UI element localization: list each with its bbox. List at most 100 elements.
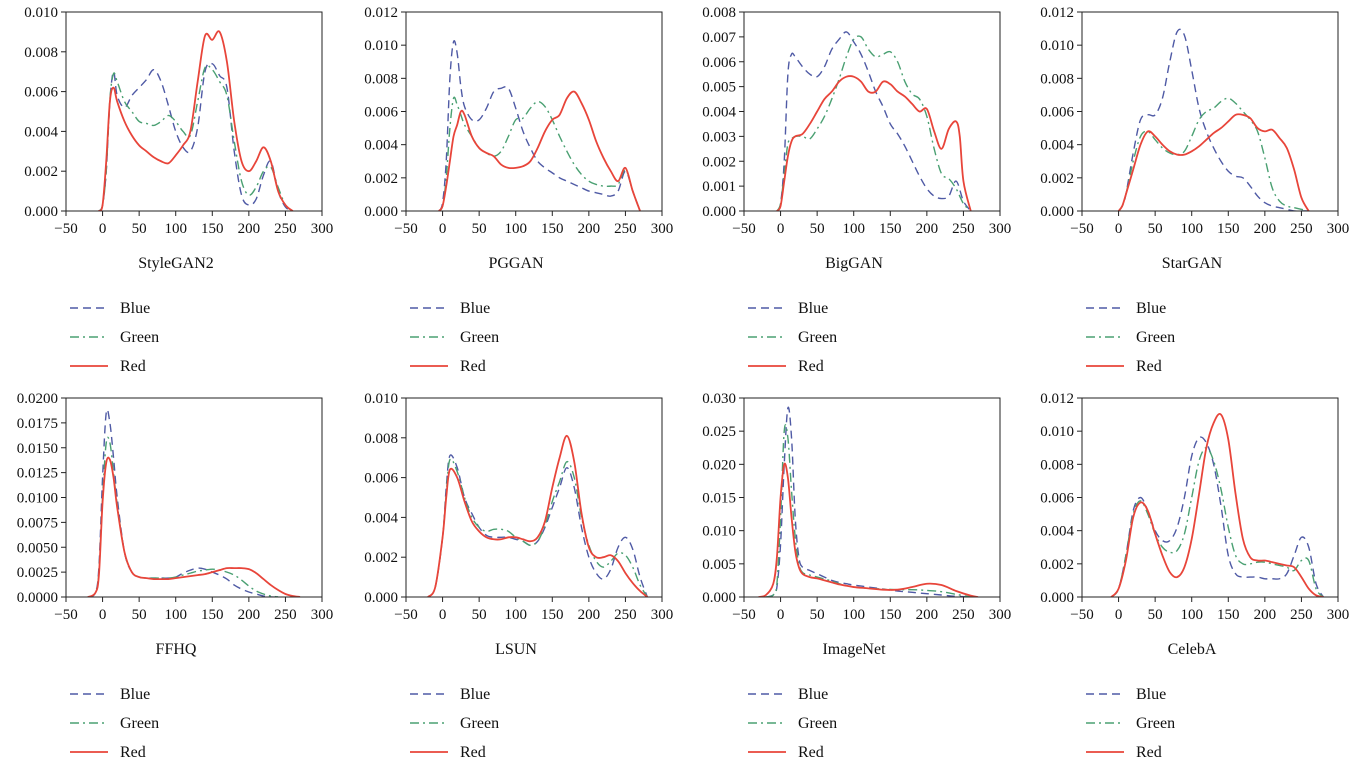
legend-label-blue: Blue <box>460 686 490 703</box>
x-tick-label: −50 <box>732 607 755 623</box>
y-tick-label: 0.012 <box>1040 5 1074 21</box>
y-tick-label: 0.010 <box>1040 424 1074 440</box>
x-tick-label: 150 <box>201 607 224 623</box>
y-tick-label: 0.006 <box>1040 491 1074 507</box>
x-tick-label: 100 <box>1180 221 1203 237</box>
y-tick-label: 0.030 <box>702 391 736 407</box>
x-tick-label: 100 <box>1180 607 1203 623</box>
panel-pggan: −50 0 50 100 150 200 250 300 0.000 0.002 0.004 0.00… <box>364 5 673 375</box>
y-tick-label: 0.000 <box>364 204 398 220</box>
x-tick-label: 100 <box>164 607 187 623</box>
y-tick-label: 0.006 <box>1040 105 1074 121</box>
x-tick-label: 50 <box>1148 221 1163 237</box>
y-tick-label: 0.0125 <box>17 466 58 482</box>
y-tick-label: 0.006 <box>364 471 398 487</box>
y-tick-label: 0.0175 <box>17 416 58 432</box>
series-line-blue <box>98 62 294 211</box>
series-line-green <box>776 35 972 211</box>
x-tick-label: −50 <box>394 607 417 623</box>
panel-label: CelebA <box>1168 641 1217 658</box>
legend-label-red: Red <box>460 744 486 761</box>
x-tick-label: 250 <box>1290 221 1313 237</box>
x-tick-label: 100 <box>504 221 527 237</box>
y-tick-label: 0.008 <box>24 45 58 61</box>
x-tick-label: 250 <box>1290 607 1313 623</box>
plot-frame <box>1081 397 1339 598</box>
legend-label-red: Red <box>1136 744 1162 761</box>
x-tick-label: 300 <box>989 607 1012 623</box>
x-tick-label: 250 <box>274 221 297 237</box>
x-tick-label: 0 <box>99 607 107 623</box>
x-tick-label: 250 <box>274 607 297 623</box>
series-line-red <box>87 456 301 597</box>
plot-frame <box>405 397 663 598</box>
plot-frame <box>65 11 323 212</box>
series-line-red <box>1117 113 1310 211</box>
legend-label-green: Green <box>120 715 159 732</box>
legend-label-green: Green <box>460 715 499 732</box>
x-tick-label: 0 <box>439 221 447 237</box>
series-line-green <box>427 458 648 597</box>
x-tick-label: 300 <box>311 221 334 237</box>
y-tick-label: 0.004 <box>702 105 736 121</box>
panel-label: FFHQ <box>156 641 197 658</box>
y-tick-label: 0.004 <box>24 124 58 140</box>
series-line-blue <box>1118 28 1309 211</box>
panel-stylegan2: −50 0 50 100 150 200 250 300 0.000 0.002 0.004 0.00… <box>24 5 333 375</box>
panel-label: ImageNet <box>822 641 886 658</box>
panel-label: StarGAN <box>1162 255 1223 272</box>
y-tick-label: 0.006 <box>702 55 736 71</box>
series-line-green <box>87 436 279 597</box>
y-tick-label: 0.025 <box>702 424 736 440</box>
y-tick-label: 0.002 <box>24 164 58 180</box>
x-tick-label: 150 <box>541 607 564 623</box>
y-tick-label: 0.0025 <box>17 565 58 581</box>
y-tick-label: 0.000 <box>702 590 736 606</box>
x-tick-label: 250 <box>614 221 637 237</box>
series-line-green <box>438 96 641 211</box>
legend-label-green: Green <box>460 329 499 346</box>
series-line-red <box>438 90 641 211</box>
y-tick-label: 0.010 <box>364 391 398 407</box>
y-tick-label: 0.020 <box>702 457 736 473</box>
legend-label-blue: Blue <box>798 686 828 703</box>
y-tick-label: 0.010 <box>24 5 58 21</box>
x-tick-label: 100 <box>842 221 865 237</box>
x-tick-label: 200 <box>1254 221 1277 237</box>
y-tick-label: 0.000 <box>364 590 398 606</box>
series-line-red <box>98 30 294 211</box>
y-tick-label: 0.012 <box>1040 391 1074 407</box>
y-tick-label: 0.008 <box>364 431 398 447</box>
x-tick-label: −50 <box>54 221 77 237</box>
x-tick-label: 50 <box>132 221 147 237</box>
x-tick-label: 0 <box>777 221 785 237</box>
x-tick-label: 250 <box>952 607 975 623</box>
legend-label-green: Green <box>120 329 159 346</box>
series-line-blue <box>87 408 279 597</box>
series-line-red <box>776 75 972 211</box>
legend-label-blue: Blue <box>120 300 150 317</box>
x-tick-label: 200 <box>916 221 939 237</box>
x-tick-label: 50 <box>810 607 825 623</box>
x-tick-label: 250 <box>952 221 975 237</box>
y-tick-label: 0.007 <box>702 30 736 46</box>
x-tick-label: 50 <box>472 221 487 237</box>
y-tick-label: 0.000 <box>1040 590 1074 606</box>
y-tick-label: 0.010 <box>1040 38 1074 54</box>
x-tick-label: 100 <box>504 607 527 623</box>
x-tick-label: 200 <box>238 221 261 237</box>
y-tick-label: 0.010 <box>364 38 398 54</box>
y-tick-label: 0.0150 <box>17 441 58 457</box>
legend-label-red: Red <box>120 744 146 761</box>
x-tick-label: 0 <box>777 607 785 623</box>
y-tick-label: 0.012 <box>364 5 398 21</box>
y-tick-label: 0.008 <box>1040 457 1074 473</box>
legend-label-blue: Blue <box>120 686 150 703</box>
legend-label-red: Red <box>1136 358 1162 375</box>
series-line-blue <box>765 406 971 597</box>
y-tick-label: 0.002 <box>1040 171 1074 187</box>
y-tick-label: 0.0000 <box>17 590 58 606</box>
panel-label: PGGAN <box>488 255 544 272</box>
series-line-green <box>765 424 971 597</box>
